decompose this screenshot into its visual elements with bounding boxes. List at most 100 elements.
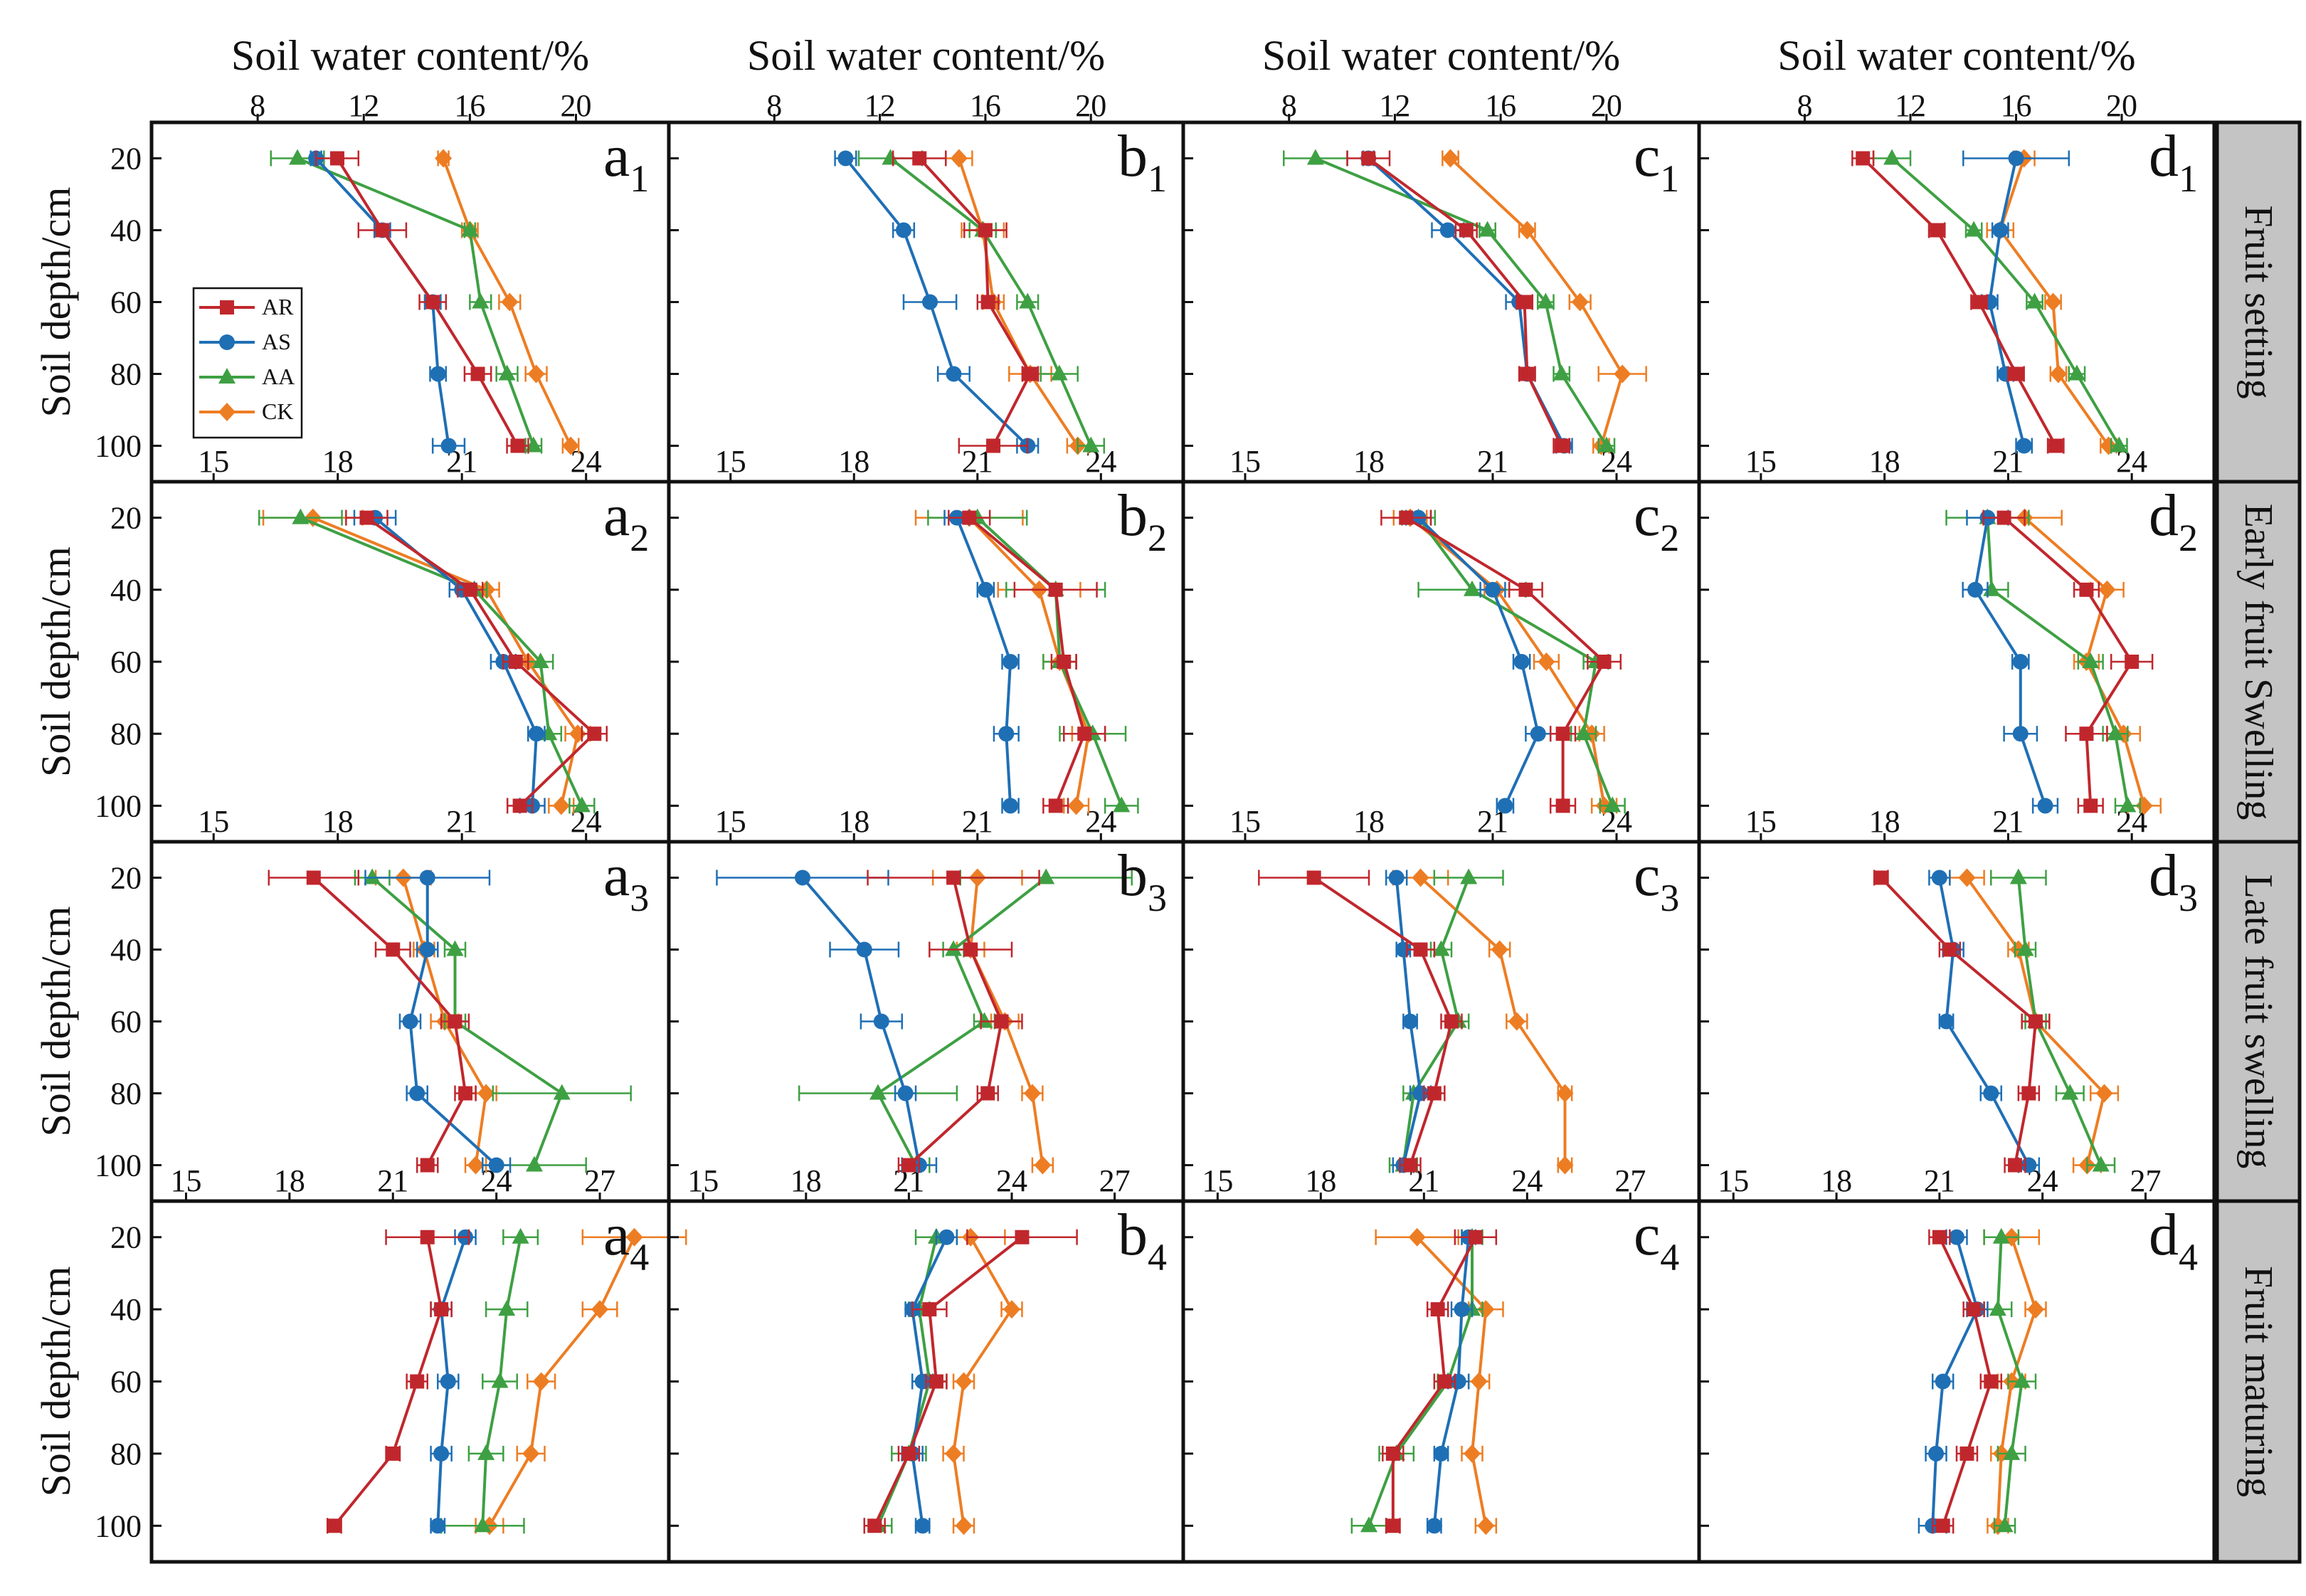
panel-d4: d4	[1699, 1202, 2198, 1536]
point-AA	[474, 1516, 492, 1533]
legend: AR AS AA CK	[192, 287, 303, 439]
point-CK	[2044, 292, 2062, 312]
panel-label: b2	[1118, 482, 1167, 559]
panel-label-sub: 1	[1660, 157, 1679, 200]
y-tick-label: 20	[110, 861, 142, 896]
y-tick-label: 20	[110, 142, 142, 176]
series-AR	[314, 150, 529, 454]
point-AR	[962, 510, 977, 525]
bottom-tick-label: 15	[1202, 1163, 1233, 1198]
point-AS	[409, 1085, 425, 1101]
point-CK	[501, 292, 519, 312]
point-AR	[929, 1374, 943, 1389]
bottom-tick-label: 18	[1869, 444, 1900, 479]
point-AR	[375, 223, 390, 238]
point-AS	[914, 1518, 931, 1534]
point-CK	[2027, 1300, 2045, 1319]
bottom-tick-label: 18	[1869, 804, 1900, 839]
point-AA	[1019, 292, 1037, 309]
point-AR	[980, 1086, 995, 1101]
bottom-tick-label: 27	[1614, 1163, 1646, 1198]
bottom-tick-label: 15	[687, 1163, 719, 1198]
y-tick-label: 40	[110, 573, 142, 608]
bottom-tick-label: 18	[790, 1163, 822, 1198]
point-AA	[882, 149, 899, 165]
point-AA	[2061, 1084, 2079, 1100]
point-AR	[1048, 798, 1063, 813]
point-AA	[1113, 796, 1131, 813]
point-AS	[2012, 726, 2029, 742]
point-AR	[978, 223, 993, 238]
point-AS	[2008, 150, 2024, 167]
series-AR	[863, 1229, 1078, 1534]
series-AR	[1258, 870, 1463, 1173]
panel-label: c4	[1634, 1202, 1679, 1279]
point-AA	[2026, 292, 2043, 309]
series-AS	[834, 150, 1040, 454]
panel-label: d4	[2149, 1202, 2198, 1279]
point-AA	[1989, 1300, 2006, 1316]
panel-label-sub: 4	[630, 1236, 649, 1279]
point-AS	[430, 1518, 446, 1534]
point-AR	[2048, 438, 2063, 453]
point-AA	[2092, 1156, 2110, 1172]
point-AR	[359, 510, 374, 525]
point-CK	[1556, 1156, 1574, 1175]
point-AS	[1967, 581, 1984, 598]
point-AS	[402, 1013, 418, 1030]
series-AR	[1346, 150, 1571, 454]
point-AA	[292, 508, 310, 524]
panel-label: a3	[603, 842, 649, 919]
y-tick-label: 100	[95, 788, 142, 823]
row-label-strip: Late fruit swelling	[2215, 840, 2302, 1203]
point-AR	[420, 1158, 435, 1173]
point-CK	[532, 1372, 550, 1391]
point-AA	[1464, 580, 1481, 596]
bottom-tick-label: 18	[1305, 1163, 1336, 1198]
panel-b2: 15 18 21 24 b2	[669, 482, 1167, 842]
point-AA	[2009, 868, 2027, 884]
point-AS	[1485, 581, 1501, 598]
point-AS	[430, 366, 446, 382]
bottom-tick-label: 15	[1229, 804, 1261, 839]
series-line-AS	[1367, 157, 1566, 447]
point-CK	[1518, 221, 1536, 240]
point-AR	[1361, 151, 1376, 166]
point-AA	[1883, 149, 1901, 165]
point-AA	[2106, 724, 2124, 741]
bottom-tick-label: 18	[1353, 804, 1385, 839]
point-AA	[531, 652, 549, 668]
top-tick-label: 8	[250, 88, 265, 123]
panel-a4: 20 40 60 80 100 a4	[95, 1202, 687, 1543]
point-AS	[488, 1157, 504, 1173]
point-AA	[1604, 796, 1622, 813]
point-AR	[1427, 1086, 1442, 1101]
point-AA	[461, 221, 479, 237]
point-CK	[1067, 796, 1085, 815]
series-line-AR	[1313, 876, 1454, 1166]
point-AR	[386, 942, 401, 957]
row-label: Early fruit Swelling	[2236, 504, 2280, 820]
series-line-AS	[1973, 517, 2047, 807]
point-AR	[386, 1446, 401, 1461]
top-axis-title: Soil water content/%	[1777, 32, 2135, 79]
point-AA	[512, 1227, 529, 1244]
panel-label-sub: 2	[1148, 517, 1167, 559]
series-CK	[374, 868, 497, 1175]
row-label-background	[2215, 1199, 2302, 1564]
series-AS	[1918, 1229, 1989, 1534]
point-AS	[1003, 798, 1019, 814]
point-AA	[1996, 1516, 2014, 1533]
point-AR	[1996, 510, 2011, 525]
point-AR	[1555, 726, 1570, 741]
point-CK	[1538, 652, 1555, 671]
series-line-CK	[1409, 517, 1606, 806]
point-AS	[1992, 222, 2009, 238]
point-AR	[922, 1302, 937, 1317]
y-axis-title: Soil depth/cm	[33, 187, 79, 418]
point-CK	[1442, 149, 1459, 168]
point-AA	[1037, 868, 1055, 884]
bottom-tick-label: 21	[962, 804, 993, 839]
series-AA	[927, 508, 1139, 814]
series-line-AA	[1315, 157, 1608, 447]
